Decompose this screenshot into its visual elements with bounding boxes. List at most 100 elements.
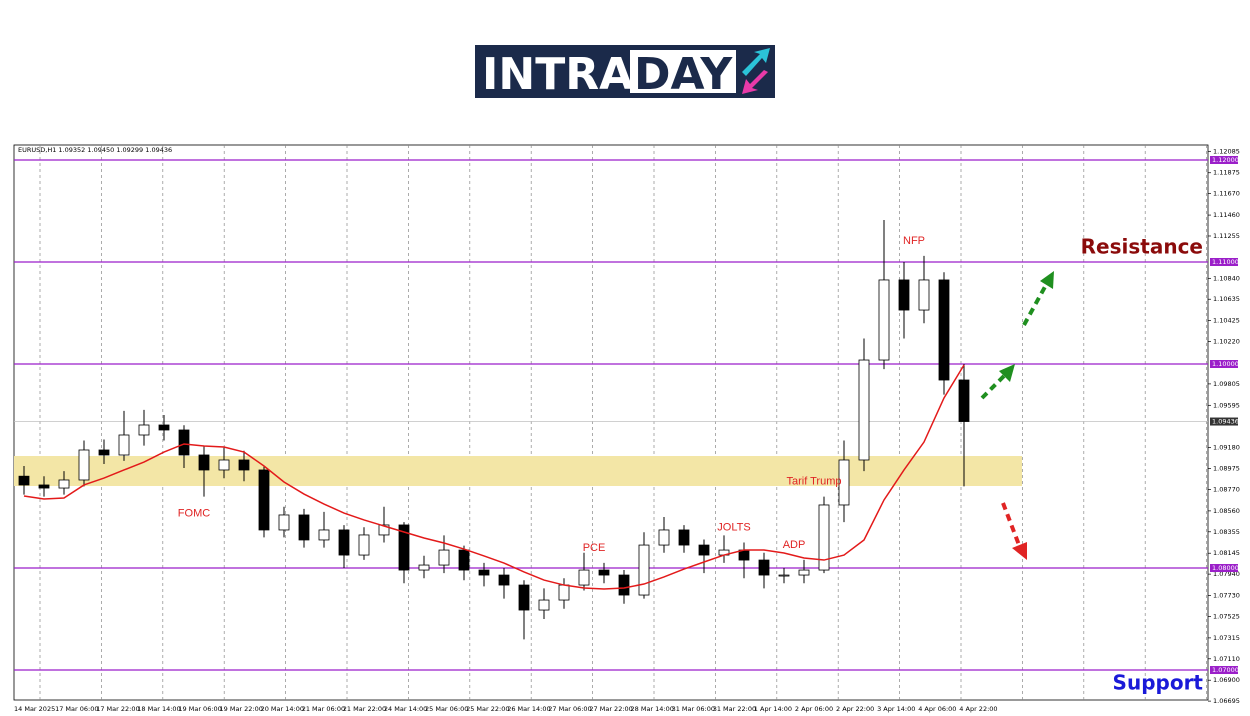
x-tick-label: 14 Mar 2025	[14, 705, 55, 713]
y-tick-label: 1.09595	[1213, 401, 1240, 409]
x-tick-label: 28 Mar 14:00	[631, 705, 674, 713]
y-tick-label: 1.10220	[1213, 338, 1240, 346]
x-tick-label: 19 Mar 06:00	[178, 705, 221, 713]
candle-body	[158, 424, 170, 431]
x-tick-label: 24 Mar 14:00	[384, 705, 427, 713]
candle-body	[18, 475, 30, 486]
candle-body	[178, 429, 190, 456]
x-tick-label: 17 Mar 06:00	[55, 705, 98, 713]
candle-body	[618, 574, 630, 596]
candle-body	[458, 549, 470, 571]
x-tick-label: 17 Mar 22:00	[96, 705, 139, 713]
candle-body	[838, 459, 850, 506]
candle-body	[538, 599, 550, 611]
candle-body	[278, 514, 290, 531]
support-label: Support	[1113, 671, 1204, 695]
candle-body	[438, 549, 450, 566]
plot: 1.12085 1.11875 1.11670 1.11460 1.11255 1.108…	[14, 147, 1240, 713]
arrow	[1001, 502, 1021, 546]
zone	[14, 456, 1022, 486]
level-tag	[1210, 360, 1238, 369]
logo-icon	[742, 70, 768, 94]
arrowhead	[1012, 542, 1027, 560]
x-tick-label: 25 Mar 22:00	[466, 705, 509, 713]
level-label: 1.12000	[1212, 156, 1239, 164]
resistance-label: Resistance	[1081, 235, 1203, 259]
candle-body	[498, 574, 510, 586]
x-tick-label: 3 Apr 14:00	[877, 705, 915, 713]
y-tick-label: 1.06695	[1213, 697, 1240, 705]
candle-body	[298, 514, 310, 541]
candle-body	[218, 459, 230, 471]
grid	[39, 145, 1207, 700]
y-tick-label: 1.10425	[1213, 317, 1240, 325]
annotation: ADP	[783, 539, 806, 551]
arrowhead	[999, 364, 1015, 382]
x-tick-label: 25 Mar 06:00	[425, 705, 468, 713]
candle-body	[78, 449, 90, 481]
y-tick-label: 1.07940	[1213, 570, 1240, 578]
y-tick-label: 1.08145	[1213, 549, 1240, 557]
candle-body	[878, 279, 890, 361]
annotation: PCE	[583, 542, 606, 554]
y-tick-label: 1.10840	[1213, 274, 1240, 282]
candle-body	[118, 434, 130, 456]
annotation: NFP	[903, 235, 925, 247]
arrowhead	[1040, 271, 1054, 289]
logo: INTRA DAY	[475, 45, 775, 100]
x-tick-label: 2 Apr 22:00	[836, 705, 874, 713]
annotation: FOMC	[178, 508, 210, 520]
annotation: Tarif Trump	[786, 476, 841, 488]
level-tag	[1210, 564, 1238, 573]
y-tick-label: 1.11875	[1213, 169, 1240, 177]
y-tick-label: 1.11670	[1213, 190, 1240, 198]
candle-body	[318, 529, 330, 541]
y-tick-label: 1.08770	[1213, 485, 1240, 493]
arrow	[980, 373, 1007, 400]
level-label: 1.10000	[1212, 360, 1239, 368]
candle-body	[898, 279, 910, 311]
chart-header: EURUSD,H1 1.09352 1.09450 1.09299 1.0943…	[18, 146, 172, 154]
logo-box	[630, 50, 736, 93]
candle-body	[518, 584, 530, 611]
y-tick-label: 1.08975	[1213, 465, 1240, 473]
candle-body	[798, 569, 810, 576]
x-tick-label: 2 Apr 06:00	[795, 705, 833, 713]
candle-body	[758, 559, 770, 576]
candle-body	[818, 504, 830, 571]
x-tick-label: 31 Mar 22:00	[713, 705, 756, 713]
x-tick-label: 21 Mar 22:00	[343, 705, 386, 713]
y-tick-label: 1.10635	[1213, 295, 1240, 303]
candle-body	[38, 484, 50, 489]
y-tick-label: 1.08355	[1213, 528, 1240, 536]
arrows	[980, 271, 1054, 560]
candle-body	[658, 529, 670, 546]
level-tag	[1210, 666, 1238, 675]
y-tick-label: 1.06900	[1213, 676, 1240, 684]
candle-body	[958, 379, 970, 422]
candle-body	[938, 279, 950, 381]
candle-body	[378, 524, 390, 536]
level-tag	[1210, 257, 1238, 266]
x-tick-label: 27 Mar 06:00	[548, 705, 591, 713]
candle-body	[98, 449, 110, 456]
candle-body	[918, 279, 930, 311]
candle-body	[638, 544, 650, 596]
candle-body	[678, 529, 690, 546]
candle-body	[778, 574, 790, 577]
y-tick-label: 1.07315	[1213, 634, 1240, 642]
x-tick-label: 1 Apr 14:00	[754, 705, 792, 713]
x-tick-label: 4 Apr 22:00	[959, 705, 997, 713]
level-tag	[1210, 155, 1238, 164]
level-label: 1.07000	[1212, 666, 1239, 674]
candle-body	[558, 584, 570, 601]
candle-body	[858, 359, 870, 461]
y-tick-label: 1.11460	[1213, 211, 1240, 219]
last-price-tag	[1210, 417, 1238, 426]
logo-text: INTRA	[482, 49, 633, 100]
moving-average	[23, 364, 965, 590]
candle-body	[358, 534, 370, 556]
candle-body	[578, 569, 590, 586]
annotation: JOLTS	[717, 522, 750, 534]
